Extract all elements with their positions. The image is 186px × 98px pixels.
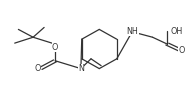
Text: O: O bbox=[179, 46, 185, 55]
Text: O: O bbox=[34, 64, 41, 73]
Text: NH: NH bbox=[126, 27, 138, 36]
Text: O: O bbox=[52, 43, 58, 52]
Text: OH: OH bbox=[171, 27, 183, 36]
Text: N: N bbox=[78, 64, 84, 73]
